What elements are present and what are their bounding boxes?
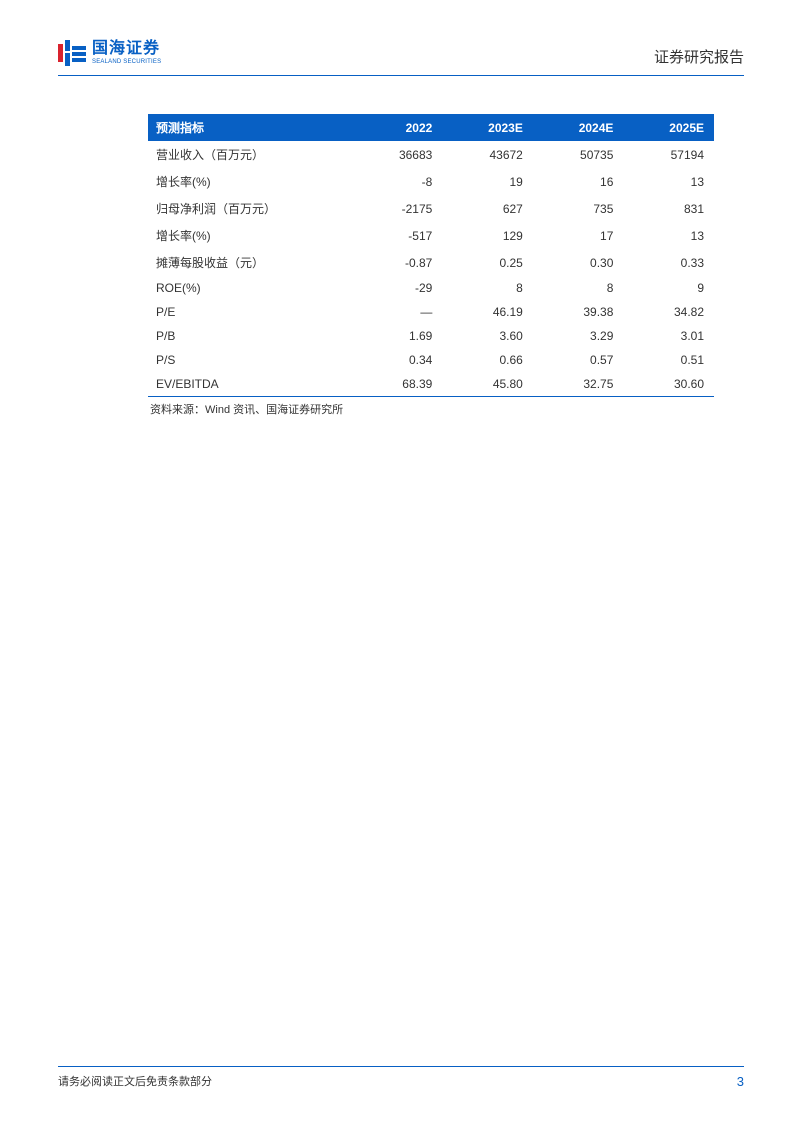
table-cell: -29 bbox=[352, 276, 443, 300]
table-cell: 0.33 bbox=[623, 249, 714, 276]
table-cell: 3.60 bbox=[442, 324, 533, 348]
table-cell: 3.29 bbox=[533, 324, 624, 348]
page-footer: 请务必阅读正文后免责条款部分 3 bbox=[58, 1066, 744, 1089]
table-cell: 32.75 bbox=[533, 372, 624, 397]
table-cell: -2175 bbox=[352, 195, 443, 222]
table-cell: 0.66 bbox=[442, 348, 533, 372]
table-cell: 735 bbox=[533, 195, 624, 222]
source-note: 资料来源：Wind 资讯、国海证券研究所 bbox=[148, 401, 714, 417]
table-cell: 46.19 bbox=[442, 300, 533, 324]
table-cell: 129 bbox=[442, 222, 533, 249]
table-row: 摊薄每股收益（元） -0.87 0.25 0.30 0.33 bbox=[148, 249, 714, 276]
table-cell: 归母净利润（百万元） bbox=[148, 195, 352, 222]
table-header-metric: 预测指标 bbox=[148, 114, 352, 141]
table-cell: -517 bbox=[352, 222, 443, 249]
table-cell: 0.30 bbox=[533, 249, 624, 276]
table-cell: 13 bbox=[623, 222, 714, 249]
table-cell: 50735 bbox=[533, 141, 624, 168]
table-cell: 45.80 bbox=[442, 372, 533, 397]
table-row: ROE(%) -29 8 8 9 bbox=[148, 276, 714, 300]
table-row: P/E — 46.19 39.38 34.82 bbox=[148, 300, 714, 324]
table-cell: 16 bbox=[533, 168, 624, 195]
forecast-table: 预测指标 2022 2023E 2024E 2025E 营业收入（百万元） 36… bbox=[148, 114, 714, 397]
table-row: EV/EBITDA 68.39 45.80 32.75 30.60 bbox=[148, 372, 714, 397]
table-cell: 0.25 bbox=[442, 249, 533, 276]
table-header-2024e: 2024E bbox=[533, 114, 624, 141]
table-cell: P/S bbox=[148, 348, 352, 372]
table-cell: 1.69 bbox=[352, 324, 443, 348]
logo-text: 国海证券 SEALAND SECURITIES bbox=[92, 41, 161, 65]
table-header-2025e: 2025E bbox=[623, 114, 714, 141]
table-cell: 68.39 bbox=[352, 372, 443, 397]
table-cell: 43672 bbox=[442, 141, 533, 168]
table-cell: EV/EBITDA bbox=[148, 372, 352, 397]
table-cell: 13 bbox=[623, 168, 714, 195]
logo-name-cn: 国海证券 bbox=[92, 41, 161, 57]
table-cell: 39.38 bbox=[533, 300, 624, 324]
table-cell: 9 bbox=[623, 276, 714, 300]
table-row: P/B 1.69 3.60 3.29 3.01 bbox=[148, 324, 714, 348]
table-cell: 8 bbox=[533, 276, 624, 300]
footer-page-number: 3 bbox=[737, 1074, 744, 1089]
table-cell: 57194 bbox=[623, 141, 714, 168]
table-cell: 8 bbox=[442, 276, 533, 300]
table-cell: -8 bbox=[352, 168, 443, 195]
table-cell: 0.51 bbox=[623, 348, 714, 372]
table-cell: 增长率(%) bbox=[148, 222, 352, 249]
table-cell: 36683 bbox=[352, 141, 443, 168]
table-cell: 0.34 bbox=[352, 348, 443, 372]
table-body: 营业收入（百万元） 36683 43672 50735 57194 增长率(%)… bbox=[148, 141, 714, 397]
table-cell: 摊薄每股收益（元） bbox=[148, 249, 352, 276]
table-row: 归母净利润（百万元） -2175 627 735 831 bbox=[148, 195, 714, 222]
table-cell: 19 bbox=[442, 168, 533, 195]
page-container: 国海证券 SEALAND SECURITIES 证券研究报告 预测指标 2022… bbox=[0, 0, 802, 1133]
table-row: 增长率(%) -8 19 16 13 bbox=[148, 168, 714, 195]
logo-container: 国海证券 SEALAND SECURITIES bbox=[58, 40, 161, 66]
table-cell: — bbox=[352, 300, 443, 324]
table-cell: P/B bbox=[148, 324, 352, 348]
table-cell: ROE(%) bbox=[148, 276, 352, 300]
table-row: P/S 0.34 0.66 0.57 0.51 bbox=[148, 348, 714, 372]
table-cell: -0.87 bbox=[352, 249, 443, 276]
table-cell: 0.57 bbox=[533, 348, 624, 372]
page-header: 国海证券 SEALAND SECURITIES 证券研究报告 bbox=[58, 40, 744, 76]
footer-disclaimer: 请务必阅读正文后免责条款部分 bbox=[58, 1073, 212, 1089]
table-cell: P/E bbox=[148, 300, 352, 324]
table-cell: 17 bbox=[533, 222, 624, 249]
table-row: 营业收入（百万元） 36683 43672 50735 57194 bbox=[148, 141, 714, 168]
company-logo-icon bbox=[58, 40, 86, 66]
table-cell: 增长率(%) bbox=[148, 168, 352, 195]
table-cell: 30.60 bbox=[623, 372, 714, 397]
table-cell: 831 bbox=[623, 195, 714, 222]
report-type-label: 证券研究报告 bbox=[654, 46, 744, 67]
table-cell: 34.82 bbox=[623, 300, 714, 324]
table-header-2022: 2022 bbox=[352, 114, 443, 141]
table-cell: 627 bbox=[442, 195, 533, 222]
logo-name-en: SEALAND SECURITIES bbox=[92, 59, 161, 65]
content-area: 预测指标 2022 2023E 2024E 2025E 营业收入（百万元） 36… bbox=[58, 114, 744, 417]
table-header-2023e: 2023E bbox=[442, 114, 533, 141]
table-row: 增长率(%) -517 129 17 13 bbox=[148, 222, 714, 249]
table-header-row: 预测指标 2022 2023E 2024E 2025E bbox=[148, 114, 714, 141]
table-cell: 3.01 bbox=[623, 324, 714, 348]
table-cell: 营业收入（百万元） bbox=[148, 141, 352, 168]
